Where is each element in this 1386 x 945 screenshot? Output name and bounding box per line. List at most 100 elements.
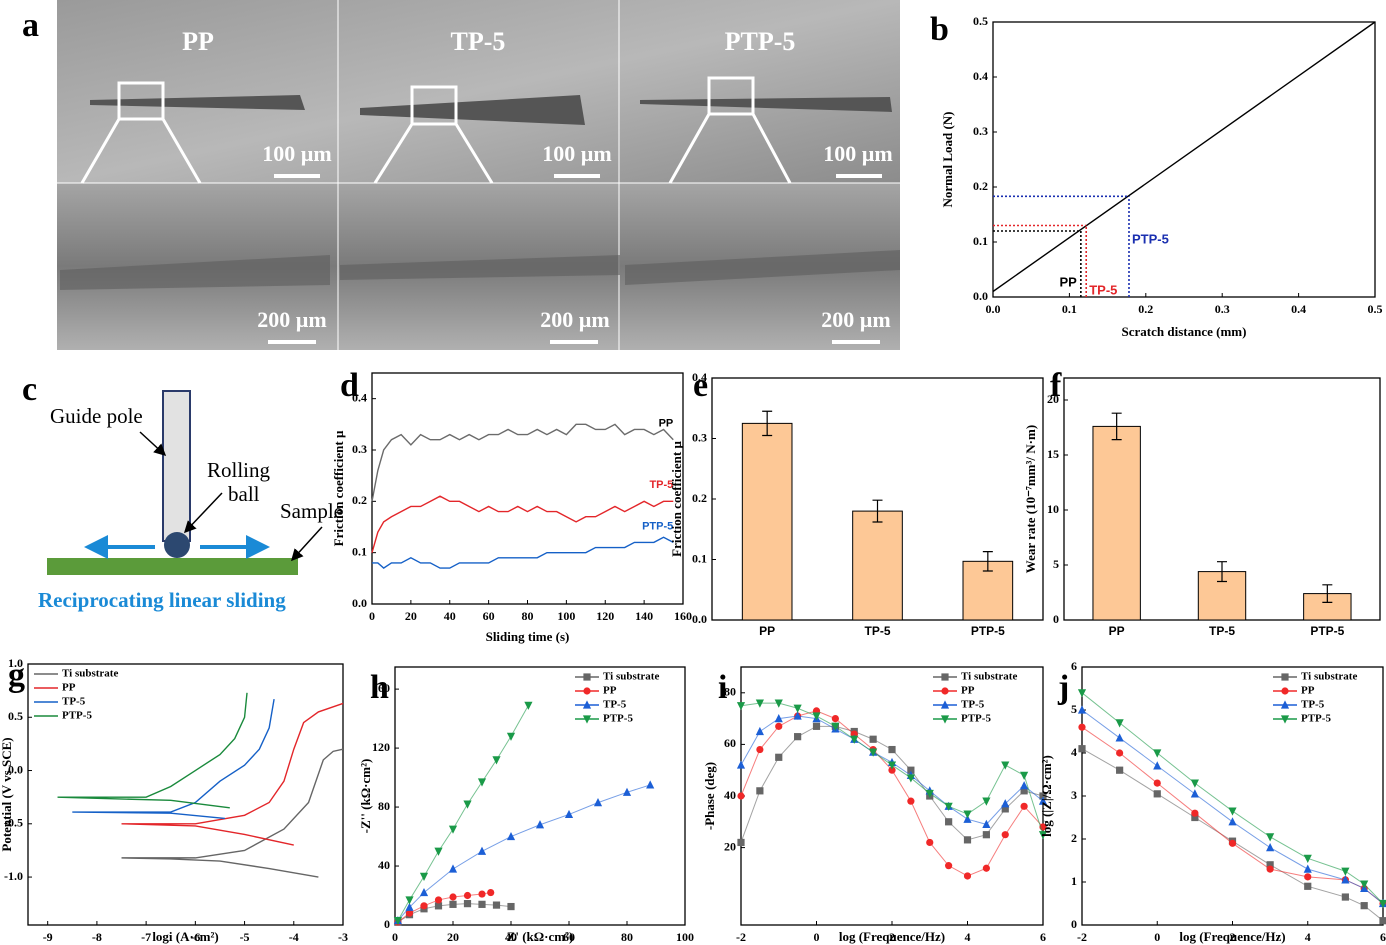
x-tick-label: 4 bbox=[1305, 930, 1311, 944]
marker bbox=[1341, 867, 1350, 876]
marker bbox=[448, 825, 458, 834]
y-axis-label: -Z'' (kΩ·cm²) bbox=[358, 759, 373, 834]
marker bbox=[888, 745, 896, 754]
x-tick-label: 0 bbox=[1154, 930, 1160, 944]
marker bbox=[1280, 700, 1290, 709]
marker bbox=[1266, 833, 1275, 842]
marker bbox=[1038, 796, 1048, 805]
y-tick-label: 160 bbox=[372, 681, 390, 695]
y-axis-label: log (|Z|/Ω·cm²) bbox=[1039, 755, 1054, 837]
marker bbox=[405, 902, 414, 911]
legend-label: PP bbox=[62, 682, 76, 694]
marker bbox=[1280, 715, 1290, 724]
error-bar bbox=[982, 551, 993, 572]
y-tick-label: 120 bbox=[372, 740, 390, 754]
marker bbox=[1020, 787, 1028, 795]
marker bbox=[1077, 705, 1087, 714]
marker bbox=[736, 760, 746, 769]
x-tick-label: 40 bbox=[505, 930, 517, 944]
line bbox=[1081, 748, 1384, 922]
y-tick-label: 2 bbox=[1071, 831, 1077, 845]
marker bbox=[583, 673, 591, 681]
marker bbox=[831, 715, 839, 723]
marker bbox=[1020, 771, 1029, 780]
y-axis-label: Friction coefficient μ bbox=[669, 441, 684, 557]
x-tick-label: 20 bbox=[447, 930, 459, 944]
sem-image bbox=[57, 0, 900, 183]
scale-label: 100 µm bbox=[262, 141, 332, 166]
marker bbox=[1115, 733, 1124, 742]
chart: 0 5 10 15 20 PP TP-5 PTP-5 Wear rate (10⁻⁷mm³/ N… bbox=[1023, 377, 1381, 638]
x-tick-label: -4 bbox=[289, 930, 299, 944]
marker bbox=[420, 902, 428, 910]
marker bbox=[812, 722, 821, 730]
legend-label: Ti substrate bbox=[1301, 671, 1357, 683]
error-bar bbox=[1111, 412, 1122, 441]
marker bbox=[1153, 749, 1162, 758]
marker bbox=[1001, 831, 1009, 839]
marker bbox=[1077, 689, 1087, 698]
scale-label: 100 µm bbox=[823, 141, 893, 166]
legend-label: PP bbox=[603, 685, 617, 697]
marker bbox=[774, 714, 783, 723]
legend-label: PP bbox=[961, 685, 975, 697]
marker bbox=[622, 787, 632, 796]
marker bbox=[982, 831, 990, 839]
line bbox=[72, 699, 275, 820]
marker bbox=[1378, 899, 1386, 909]
x-tick-label: -3 bbox=[338, 930, 348, 944]
y-tick-label: 0.1 bbox=[352, 544, 367, 558]
error-bar bbox=[762, 410, 773, 437]
marker bbox=[907, 766, 915, 774]
marker bbox=[982, 819, 991, 828]
legend-label: TP-5 bbox=[1301, 699, 1325, 711]
series-label: PTP-5 bbox=[642, 520, 673, 532]
line bbox=[397, 705, 529, 921]
y-tick-label: 5 bbox=[1071, 702, 1077, 716]
marker bbox=[982, 864, 990, 872]
y-tick-label: 0 bbox=[384, 917, 390, 931]
marker bbox=[1304, 873, 1312, 881]
y-tick-label: 0.0 bbox=[8, 762, 23, 776]
x-tick-label: 0 bbox=[814, 930, 820, 944]
marker bbox=[593, 798, 603, 807]
marker bbox=[945, 862, 953, 870]
guide-label: TP-5 bbox=[1089, 282, 1117, 297]
marker bbox=[463, 891, 472, 900]
line bbox=[372, 536, 674, 569]
marker bbox=[737, 838, 745, 847]
x-tick-label: 40 bbox=[444, 609, 456, 623]
marker bbox=[963, 872, 972, 880]
chart: 0.0 0.1 0.2 0.3 0.4 0 20 40 60 80 100 120 140 160 Slid… bbox=[331, 372, 692, 644]
y-tick-label: 0.1 bbox=[692, 551, 707, 565]
scale-label: 200 µm bbox=[257, 307, 327, 332]
line bbox=[1081, 709, 1384, 904]
panel-letter: c bbox=[22, 371, 37, 408]
y-tick-label: 6 bbox=[1071, 659, 1077, 673]
x-tick-label: PP bbox=[759, 624, 775, 638]
marker bbox=[492, 756, 501, 765]
marker bbox=[1116, 749, 1124, 757]
scale-label: 200 µm bbox=[540, 307, 610, 332]
x-tick-label: TP-5 bbox=[864, 624, 890, 638]
y-tick-label: 3 bbox=[1071, 788, 1077, 802]
line bbox=[371, 423, 674, 502]
error-bar bbox=[872, 499, 883, 523]
x-axis-label: log (Frequence/Hz) bbox=[839, 929, 945, 944]
legend-label: PTP-5 bbox=[961, 713, 991, 725]
marker bbox=[507, 902, 515, 911]
x-tick-label: 0 bbox=[392, 930, 398, 944]
schematic-label: Reciprocating linear sliding bbox=[38, 588, 286, 612]
error-bar bbox=[1322, 584, 1333, 603]
x-tick-label: 4 bbox=[965, 930, 971, 944]
legend-label: PP bbox=[1301, 685, 1315, 697]
x-tick-label: 80 bbox=[522, 609, 534, 623]
x-tick-label: 0.0 bbox=[986, 302, 1001, 316]
x-axis-label: Z' (kΩ·cm²) bbox=[507, 929, 574, 944]
x-tick-label: 140 bbox=[635, 609, 653, 623]
x-tick-label: 20 bbox=[405, 609, 417, 623]
marker bbox=[888, 766, 896, 774]
bar bbox=[1092, 425, 1141, 621]
x-tick-label: -2 bbox=[1077, 930, 1087, 944]
marker bbox=[1190, 789, 1199, 798]
